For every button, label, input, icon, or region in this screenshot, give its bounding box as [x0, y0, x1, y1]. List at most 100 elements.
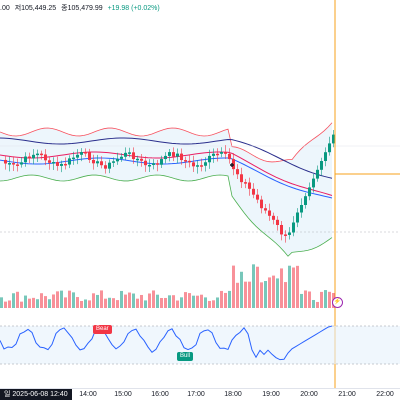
volume-bar [160, 297, 163, 308]
candle-body [72, 157, 75, 160]
volume-bar [120, 290, 123, 308]
time-axis[interactable]: 14:00 15:00 16:00 17:00 18:00 19:00 20:0… [0, 388, 400, 401]
candle-body [8, 163, 11, 165]
volume-bar [136, 298, 139, 308]
time-tick: 18:00 [224, 391, 242, 398]
legend-change: +19.98 (+0.02%) [107, 5, 160, 12]
volume-bar [300, 293, 303, 308]
candle-body [128, 152, 131, 154]
candle-body [276, 219, 279, 225]
volume-bar [100, 290, 103, 308]
candle-body [76, 154, 79, 158]
crosshair-center-icon [230, 163, 234, 167]
volume-bar [152, 290, 155, 308]
lightning-icon[interactable]: ⚡ [332, 297, 343, 308]
candle-body [84, 152, 87, 154]
candle-body [4, 159, 7, 164]
candle-body [52, 162, 55, 164]
volume-bar [128, 292, 131, 308]
candle-body [92, 159, 95, 164]
volume-bar [140, 294, 143, 308]
candle-body [144, 160, 147, 166]
candle-body [300, 205, 303, 213]
candle-body [196, 165, 199, 167]
volume-bar [4, 301, 7, 308]
volume-bar [216, 297, 219, 308]
volume-bar [272, 275, 275, 308]
candle-body [180, 153, 183, 161]
volume-bar [212, 300, 215, 308]
candle-body [120, 156, 123, 159]
candle-body [160, 159, 163, 165]
candle-body [88, 152, 91, 160]
volume-bar [232, 265, 235, 308]
volume-bar [164, 297, 167, 308]
time-tick: 21:00 [338, 391, 356, 398]
volume-bar [264, 281, 267, 308]
volume-bar [16, 291, 19, 308]
candle-body [244, 182, 247, 184]
candle-body [316, 169, 319, 179]
volume-bar [204, 297, 207, 308]
volume-bar [24, 295, 27, 308]
candle-body [156, 163, 159, 165]
candle-body [148, 164, 151, 167]
rsi-line [0, 325, 333, 361]
candle-body [80, 152, 83, 155]
volume-bar [292, 267, 295, 308]
volume-bar [40, 293, 43, 308]
candle-body [312, 178, 315, 188]
volume-bar [284, 282, 287, 308]
moving-average-blue [0, 157, 333, 199]
volume-bar [320, 291, 323, 308]
time-tick: 15:00 [114, 391, 132, 398]
volume-bar [276, 278, 279, 308]
volume-bar [36, 299, 39, 308]
legend-high: 저105,449.25 [14, 5, 57, 12]
time-tick: 22:00 [376, 391, 394, 398]
volume-bar [96, 294, 99, 308]
legend-open: .00 [0, 5, 10, 12]
candle-body [40, 153, 43, 156]
volume-bar [148, 293, 151, 308]
candle-body [284, 234, 287, 236]
volume-bar [48, 299, 51, 308]
candle-body [192, 162, 195, 167]
volume-bar [256, 266, 259, 308]
volume-bar [156, 294, 159, 308]
candle-body [28, 156, 31, 159]
volume-bar [248, 281, 251, 308]
volume-bar [144, 300, 147, 308]
volume-bar [192, 295, 195, 308]
volume-bar [172, 295, 175, 308]
volume-bar [180, 297, 183, 308]
candle-body [12, 163, 15, 165]
volume-bar [220, 290, 223, 308]
candle-body [252, 188, 255, 195]
candle-body [236, 169, 239, 175]
candle-body [112, 161, 115, 163]
candle-body [288, 232, 291, 235]
volume-bar [124, 294, 127, 308]
bollinger-upper [0, 122, 333, 163]
candle-body [96, 161, 99, 164]
legend-close: 종105,479.99 [61, 5, 103, 12]
time-tick: 19:00 [262, 391, 280, 398]
volume-bar [304, 290, 307, 308]
candle-body [204, 162, 207, 166]
crosshair-time-label: 일 2025-06-08 12:40 [0, 389, 72, 400]
volume-bar [116, 300, 119, 308]
rsi-bull-tag: Bull [177, 352, 194, 361]
candle-body [260, 199, 263, 209]
candle-body [104, 165, 107, 169]
candle-body [232, 159, 235, 170]
volume-bar [84, 299, 87, 308]
volume-bar [32, 297, 35, 308]
time-tick: 16:00 [151, 391, 169, 398]
candle-body [212, 153, 215, 156]
volume-bar [296, 265, 299, 308]
volume-bar [260, 282, 263, 308]
candle-body [124, 152, 127, 157]
candle-body [176, 153, 179, 157]
